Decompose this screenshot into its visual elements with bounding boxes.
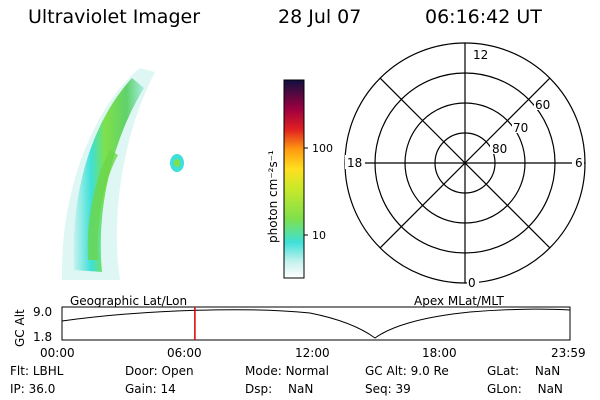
status-glat: GLat: NaN [487,364,560,378]
status-glon-value: NaN [537,382,563,396]
status-flt-label: Flt: [10,364,29,378]
altitude-timeline: GC Alt 9.0 1.8 00:00 06:00 12:00 18:00 2… [13,305,586,360]
status-door-label: Door: [125,364,158,378]
timeline-xtick-23-59: 23:59 [551,346,586,360]
altitude-curve [61,308,571,339]
status-gc-alt: GC Alt: 9.0 Re [365,364,449,378]
status-door: Door: Open [125,364,194,378]
timeline-frame [61,306,571,341]
timeline-right-title: Apex MLat/MLT [414,294,504,308]
colorbar: 100 10 photon cm⁻²s⁻¹ [266,79,333,279]
timeline-axis-label: GC Alt [13,309,27,347]
status-seq-value: 39 [395,382,411,396]
timeline-left-title: Geographic Lat/Lon [70,294,188,308]
instrument-title: Ultraviolet Imager [28,6,201,28]
lat-label-70: 70 [513,121,528,135]
status-flt-value: LBHL [32,364,64,378]
status-mode-value: Normal [285,364,329,378]
colorbar-scale [283,79,305,279]
mlt-label-6: 6 [575,156,583,170]
lat-label-80: 80 [492,142,507,156]
status-dsp: Dsp: NaN [245,382,313,396]
status-flt: Flt: LBHL [10,364,63,378]
status-ip-value: 36.0 [28,382,56,396]
status-door-value: Open [161,364,194,378]
timeline-ytick-9: 9.0 [33,305,52,319]
status-gain-value: 14 [160,382,176,396]
aurora-blob-core [174,159,180,167]
status-glat-label: GLat: [487,364,520,378]
timeline-xtick-18-00: 18:00 [422,346,457,360]
observation-date: 28 Jul 07 [278,6,362,28]
lat-label-60: 60 [535,98,550,112]
colorbar-unit: photon cm⁻²s⁻¹ [266,150,280,243]
status-gain-label: Gain: [125,382,157,396]
status-mode-label: Mode: [245,364,282,378]
status-seq-label: Seq: [365,382,392,396]
mlt-label-0: 0 [468,276,476,290]
status-seq: Seq: 39 [365,382,411,396]
aurora-image [61,68,184,280]
timeline-xtick-00-00: 00:00 [40,346,75,360]
status-glat-value: NaN [534,364,561,378]
mlt-label-18: 18 [347,156,362,170]
status-glon-label: GLon: [487,382,522,396]
colorbar-label-10: 10 [312,229,326,242]
timeline-ytick-1-8: 1.8 [33,330,52,344]
status-ip: IP: 36.0 [10,382,55,396]
status-gain: Gain: 14 [125,382,176,396]
status-glon: GLon: NaN [487,382,563,396]
polar-diagonal-2 [379,77,551,249]
status-gc-alt-label: GC Alt: [365,364,407,378]
observation-time: 06:16:42 UT [425,6,542,28]
status-mode: Mode: Normal [245,364,329,378]
aurora-arc-core [87,150,118,260]
colorbar-label-100: 100 [312,142,333,155]
status-ip-label: IP: [10,382,25,396]
status-dsp-label: Dsp: [245,382,273,396]
timeline-xtick-06-00: 06:00 [167,346,202,360]
timeline-xtick-12-00: 12:00 [295,346,330,360]
status-dsp-value: NaN [287,382,314,396]
polar-grid: 12 18 6 0 60 70 80 [344,42,586,290]
status-gc-alt-value: 9.0 Re [410,364,449,378]
mlt-label-12: 12 [473,48,488,62]
